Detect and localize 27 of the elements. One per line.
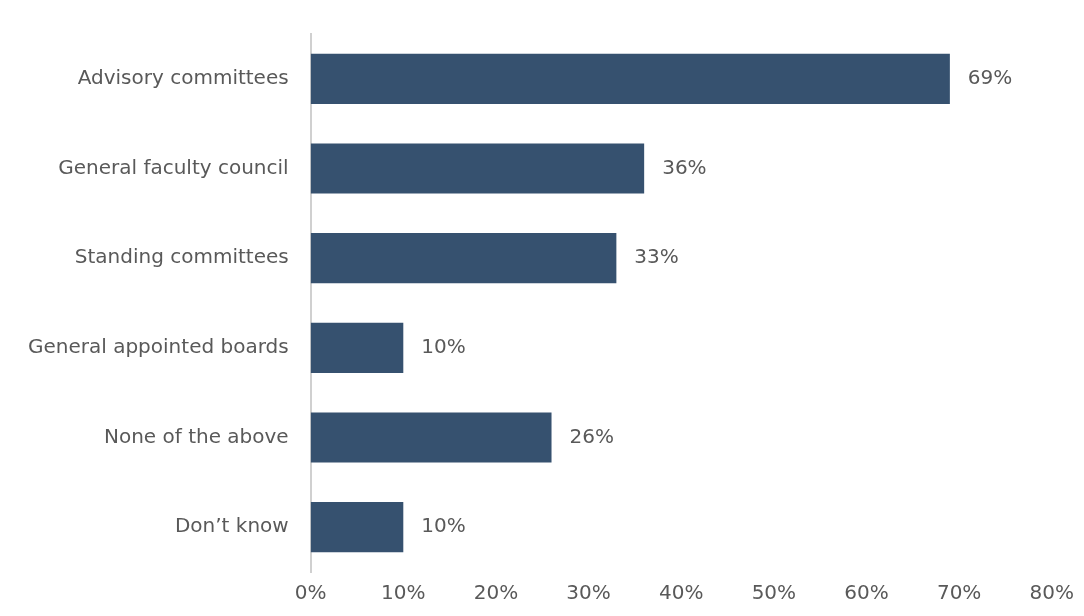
x-tick-label: 60% bbox=[844, 580, 889, 605]
data-label: 26% bbox=[569, 423, 614, 448]
bar bbox=[310, 53, 950, 104]
y-tick-label: Don’t know bbox=[174, 513, 289, 538]
data-label: 10% bbox=[421, 513, 466, 538]
y-tick-label: General faculty council bbox=[58, 154, 289, 179]
x-tick-label: 50% bbox=[751, 580, 797, 605]
data-label: 69% bbox=[967, 65, 1013, 90]
y-tick-label: Advisory committees bbox=[77, 65, 289, 90]
x-tick-label: 30% bbox=[566, 580, 611, 605]
data-label: 33% bbox=[634, 244, 679, 269]
x-tick-label: 40% bbox=[658, 580, 704, 605]
data-label: 36% bbox=[662, 154, 707, 179]
y-tick-label: Standing committees bbox=[74, 244, 289, 269]
bar bbox=[310, 233, 617, 284]
x-tick-label: 0% bbox=[294, 580, 327, 605]
x-tick-label: 80% bbox=[1029, 580, 1074, 605]
x-tick-label: 10% bbox=[381, 580, 426, 605]
bar bbox=[310, 412, 552, 463]
x-tick-label: 70% bbox=[936, 580, 982, 605]
bar bbox=[310, 143, 645, 194]
y-tick-label: General appointed boards bbox=[27, 334, 289, 359]
y-tick-label: None of the above bbox=[103, 423, 289, 448]
x-tick-label: 20% bbox=[473, 580, 519, 605]
data-label: 10% bbox=[421, 334, 466, 359]
bar bbox=[310, 502, 404, 553]
bar bbox=[310, 322, 404, 373]
